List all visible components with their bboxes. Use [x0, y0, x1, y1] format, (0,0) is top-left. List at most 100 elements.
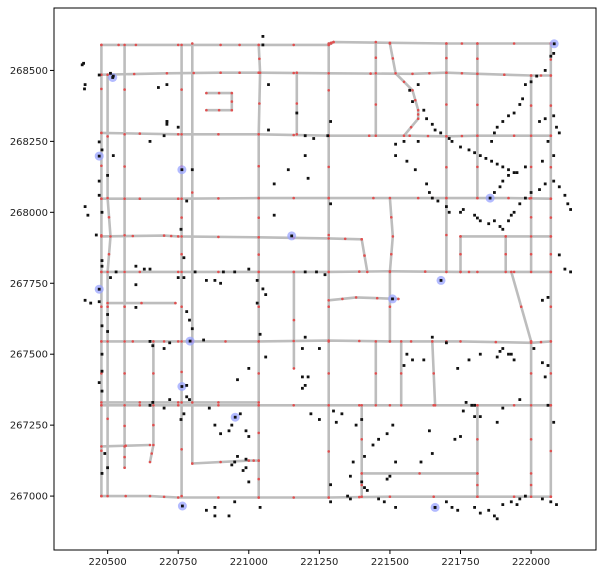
data-point: [512, 358, 516, 362]
street-node: [388, 404, 392, 407]
street-node: [374, 404, 378, 407]
data-point: [109, 276, 112, 279]
street-node: [354, 296, 358, 299]
street-node: [107, 252, 111, 256]
street-node: [467, 270, 471, 274]
data-point: [402, 364, 406, 367]
street-node: [409, 340, 413, 343]
y-tick-label: 267250: [10, 421, 48, 432]
data-point: [552, 179, 556, 183]
data-point: [83, 298, 87, 302]
street-node: [123, 305, 126, 309]
street-node: [176, 401, 180, 404]
data-point: [97, 193, 101, 197]
street-node: [512, 270, 516, 274]
data-point: [430, 196, 434, 200]
highlight-center: [97, 287, 101, 291]
data-point: [94, 233, 98, 237]
street-node: [327, 233, 331, 237]
street-node: [397, 297, 400, 301]
data-point: [258, 506, 262, 509]
street-node: [106, 196, 109, 200]
data-point: [97, 300, 101, 304]
data-point: [546, 364, 550, 367]
data-point: [168, 341, 172, 345]
street-node: [363, 254, 366, 257]
street-node: [100, 401, 103, 404]
street-node: [217, 108, 221, 112]
data-point: [524, 165, 527, 169]
data-point: [498, 225, 502, 228]
data-point: [532, 347, 536, 350]
data-point: [106, 466, 109, 470]
data-point: [507, 352, 510, 356]
data-point: [552, 114, 556, 118]
data-point: [439, 131, 443, 135]
data-point: [162, 347, 166, 350]
street-node: [476, 134, 479, 137]
data-point: [473, 213, 476, 217]
data-point: [507, 174, 510, 177]
data-point: [106, 313, 109, 316]
data-point: [185, 384, 189, 387]
data-point: [82, 61, 85, 65]
street-node: [504, 270, 508, 274]
street-node: [176, 496, 180, 499]
data-point: [247, 267, 251, 271]
street-node: [176, 43, 180, 47]
street-node: [399, 404, 403, 407]
street-node: [180, 340, 183, 343]
street-node: [411, 72, 414, 76]
street-node: [191, 462, 194, 465]
street-node: [176, 404, 180, 407]
data-point: [190, 168, 194, 172]
street-15: [100, 494, 553, 499]
street-node: [106, 270, 109, 274]
data-point: [244, 429, 248, 433]
data-point: [213, 514, 217, 518]
data-point: [377, 497, 380, 501]
street-node: [390, 252, 393, 256]
street-node: [388, 495, 392, 499]
data-point: [377, 437, 380, 441]
street-node: [360, 238, 364, 241]
street-node: [257, 404, 261, 407]
data-point: [168, 398, 172, 401]
street-node: [180, 133, 183, 136]
street-node: [529, 104, 533, 107]
data-point: [543, 117, 547, 121]
data-point: [236, 455, 239, 458]
data-point: [521, 97, 524, 101]
street-node: [169, 234, 173, 238]
highlight-center: [188, 339, 192, 343]
highlighted-points: [94, 39, 559, 512]
street-node: [162, 234, 166, 237]
street-node: [180, 370, 183, 374]
data-point: [193, 270, 197, 274]
data-point: [100, 259, 104, 262]
data-point: [188, 318, 191, 322]
street-node: [460, 72, 464, 75]
data-point: [176, 276, 180, 279]
data-point: [555, 503, 558, 506]
data-point: [315, 270, 318, 274]
street-node: [258, 102, 261, 105]
data-point: [509, 352, 513, 356]
street-node: [329, 41, 333, 45]
data-point: [543, 69, 547, 72]
street-3: [100, 196, 553, 200]
street-node: [512, 495, 516, 499]
street-node: [100, 305, 103, 309]
street-node: [100, 131, 103, 135]
street-node: [445, 71, 448, 74]
x-tick-label: 222000: [512, 557, 550, 568]
street-node: [131, 234, 135, 238]
street-node: [257, 305, 261, 309]
data-point: [413, 168, 417, 172]
data-point: [529, 80, 533, 84]
street-node: [519, 305, 523, 309]
data-point: [83, 205, 87, 208]
data-point: [563, 267, 567, 271]
data-point: [394, 506, 397, 509]
x-tick-label: 221000: [230, 557, 268, 568]
